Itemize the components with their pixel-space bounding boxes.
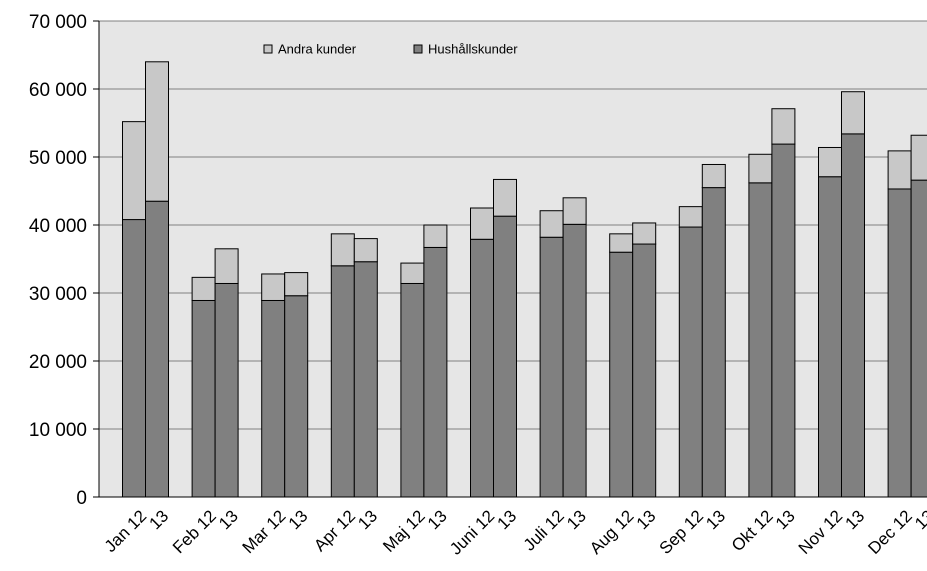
y-tick-label: 10 000 xyxy=(29,420,87,441)
bars xyxy=(122,61,927,498)
bar-andra-kunder xyxy=(678,206,703,228)
bar-hushållskunder xyxy=(910,179,927,498)
x-tick-label: Maj 12 xyxy=(379,506,429,556)
bar-hushållskunder xyxy=(562,223,587,498)
x-tick-label-sub: 13 xyxy=(772,506,799,533)
bar-hushållskunder xyxy=(214,282,239,498)
y-tick-label: 60 000 xyxy=(29,80,87,101)
bar-andra-kunder xyxy=(887,150,912,190)
bar-andra-kunder xyxy=(771,108,796,145)
y-tick-label: 40 000 xyxy=(29,216,87,237)
bar-hushållskunder xyxy=(748,182,773,498)
bar-andra-kunder xyxy=(539,210,564,238)
x-tick-label: Apr 12 xyxy=(310,506,359,555)
bar-hushållskunder xyxy=(470,238,494,498)
bar-andra-kunder xyxy=(632,222,657,245)
legend-label: Hushållskunder xyxy=(428,42,518,57)
bar-andra-kunder xyxy=(910,134,927,181)
bar-andra-kunder xyxy=(701,163,726,189)
x-tick-label: Juni 12 xyxy=(446,506,498,558)
bar-andra-kunder xyxy=(330,233,355,267)
bar-andra-kunder xyxy=(353,238,378,263)
x-tick-label-sub: 13 xyxy=(494,506,521,533)
bar-hushållskunder xyxy=(284,295,309,498)
x-tick-label: Dec 12 xyxy=(864,506,916,558)
bar-andra-kunder xyxy=(214,248,239,284)
bar-andra-kunder xyxy=(284,272,309,297)
bar-hushållskunder xyxy=(261,299,286,498)
bar-hushållskunder xyxy=(400,282,425,498)
legend-swatch xyxy=(413,44,423,54)
y-tick-label: 70 000 xyxy=(29,12,87,33)
bar-andra-kunder xyxy=(423,224,448,248)
bar-hushållskunder xyxy=(191,299,216,498)
x-tick-label: Okt 12 xyxy=(728,506,777,555)
bar-hushållskunder xyxy=(771,143,796,498)
x-tick-label: Feb 12 xyxy=(169,506,220,557)
bar-andra-kunder xyxy=(470,207,494,240)
bar-hushållskunder xyxy=(493,215,517,498)
x-tick-label-sub: 13 xyxy=(633,506,660,533)
bar-hushållskunder xyxy=(609,251,634,498)
bar-andra-kunder xyxy=(748,153,773,184)
bar-hushållskunder xyxy=(841,133,865,498)
axes xyxy=(93,20,927,498)
bar-andra-kunder xyxy=(562,197,587,225)
bar-hushållskunder xyxy=(818,176,842,498)
x-tick-label-sub: 13 xyxy=(842,506,869,533)
bar-hushållskunder xyxy=(353,261,378,498)
x-tick-label-sub: 13 xyxy=(424,506,451,533)
y-tick-label: 0 xyxy=(76,488,87,509)
bar-andra-kunder xyxy=(818,146,842,178)
bar-hushållskunder xyxy=(632,243,657,498)
bar-hushållskunder xyxy=(122,219,146,498)
bar-andra-kunder xyxy=(122,121,146,221)
bar-hushållskunder xyxy=(678,226,703,498)
bar-andra-kunder xyxy=(261,273,286,301)
x-tick-label-sub: 13 xyxy=(354,506,381,533)
bar-andra-kunder xyxy=(145,61,169,202)
y-tick-label: 50 000 xyxy=(29,148,87,169)
legend-label: Andra kunder xyxy=(278,42,357,57)
x-tick-label-sub: 13 xyxy=(563,506,590,533)
bar-andra-kunder xyxy=(191,276,216,301)
x-tick-label: Nov 12 xyxy=(795,506,847,558)
bar-hushållskunder xyxy=(145,200,169,498)
bar-hushållskunder xyxy=(701,187,726,498)
bar-hushållskunder xyxy=(539,236,564,498)
y-tick-labels: 0 10 000 20 000 30 000 40 000 50 000 60 000 70 … xyxy=(29,12,87,509)
bar-hushållskunder xyxy=(887,188,912,498)
bar-hushållskunder xyxy=(330,265,355,498)
x-tick-label: Jan 12 xyxy=(101,506,151,556)
x-tick-label-sub: 13 xyxy=(702,506,729,533)
gridlines xyxy=(99,20,927,430)
x-tick-label: Aug 12 xyxy=(586,506,638,558)
legend-swatch xyxy=(263,44,273,54)
bar-andra-kunder xyxy=(609,233,634,253)
y-tick-label: 20 000 xyxy=(29,352,87,373)
x-tick-label-sub: 13 xyxy=(911,506,927,533)
x-tick-label-sub: 13 xyxy=(285,506,312,533)
bar-hushållskunder xyxy=(423,246,448,498)
bar-andra-kunder xyxy=(493,178,517,217)
x-tick-label-sub: 13 xyxy=(215,506,242,533)
x-tick-label: Mar 12 xyxy=(239,506,290,557)
x-tick-label-sub: 13 xyxy=(146,506,173,533)
y-tick-label: 30 000 xyxy=(29,284,87,305)
bar-andra-kunder xyxy=(841,91,865,135)
bar-andra-kunder xyxy=(400,262,425,284)
x-tick-label: Juli 12 xyxy=(520,506,568,554)
legend: Andra kunder Hushållskunder xyxy=(263,42,518,57)
x-tick-label: Sep 12 xyxy=(656,506,708,558)
